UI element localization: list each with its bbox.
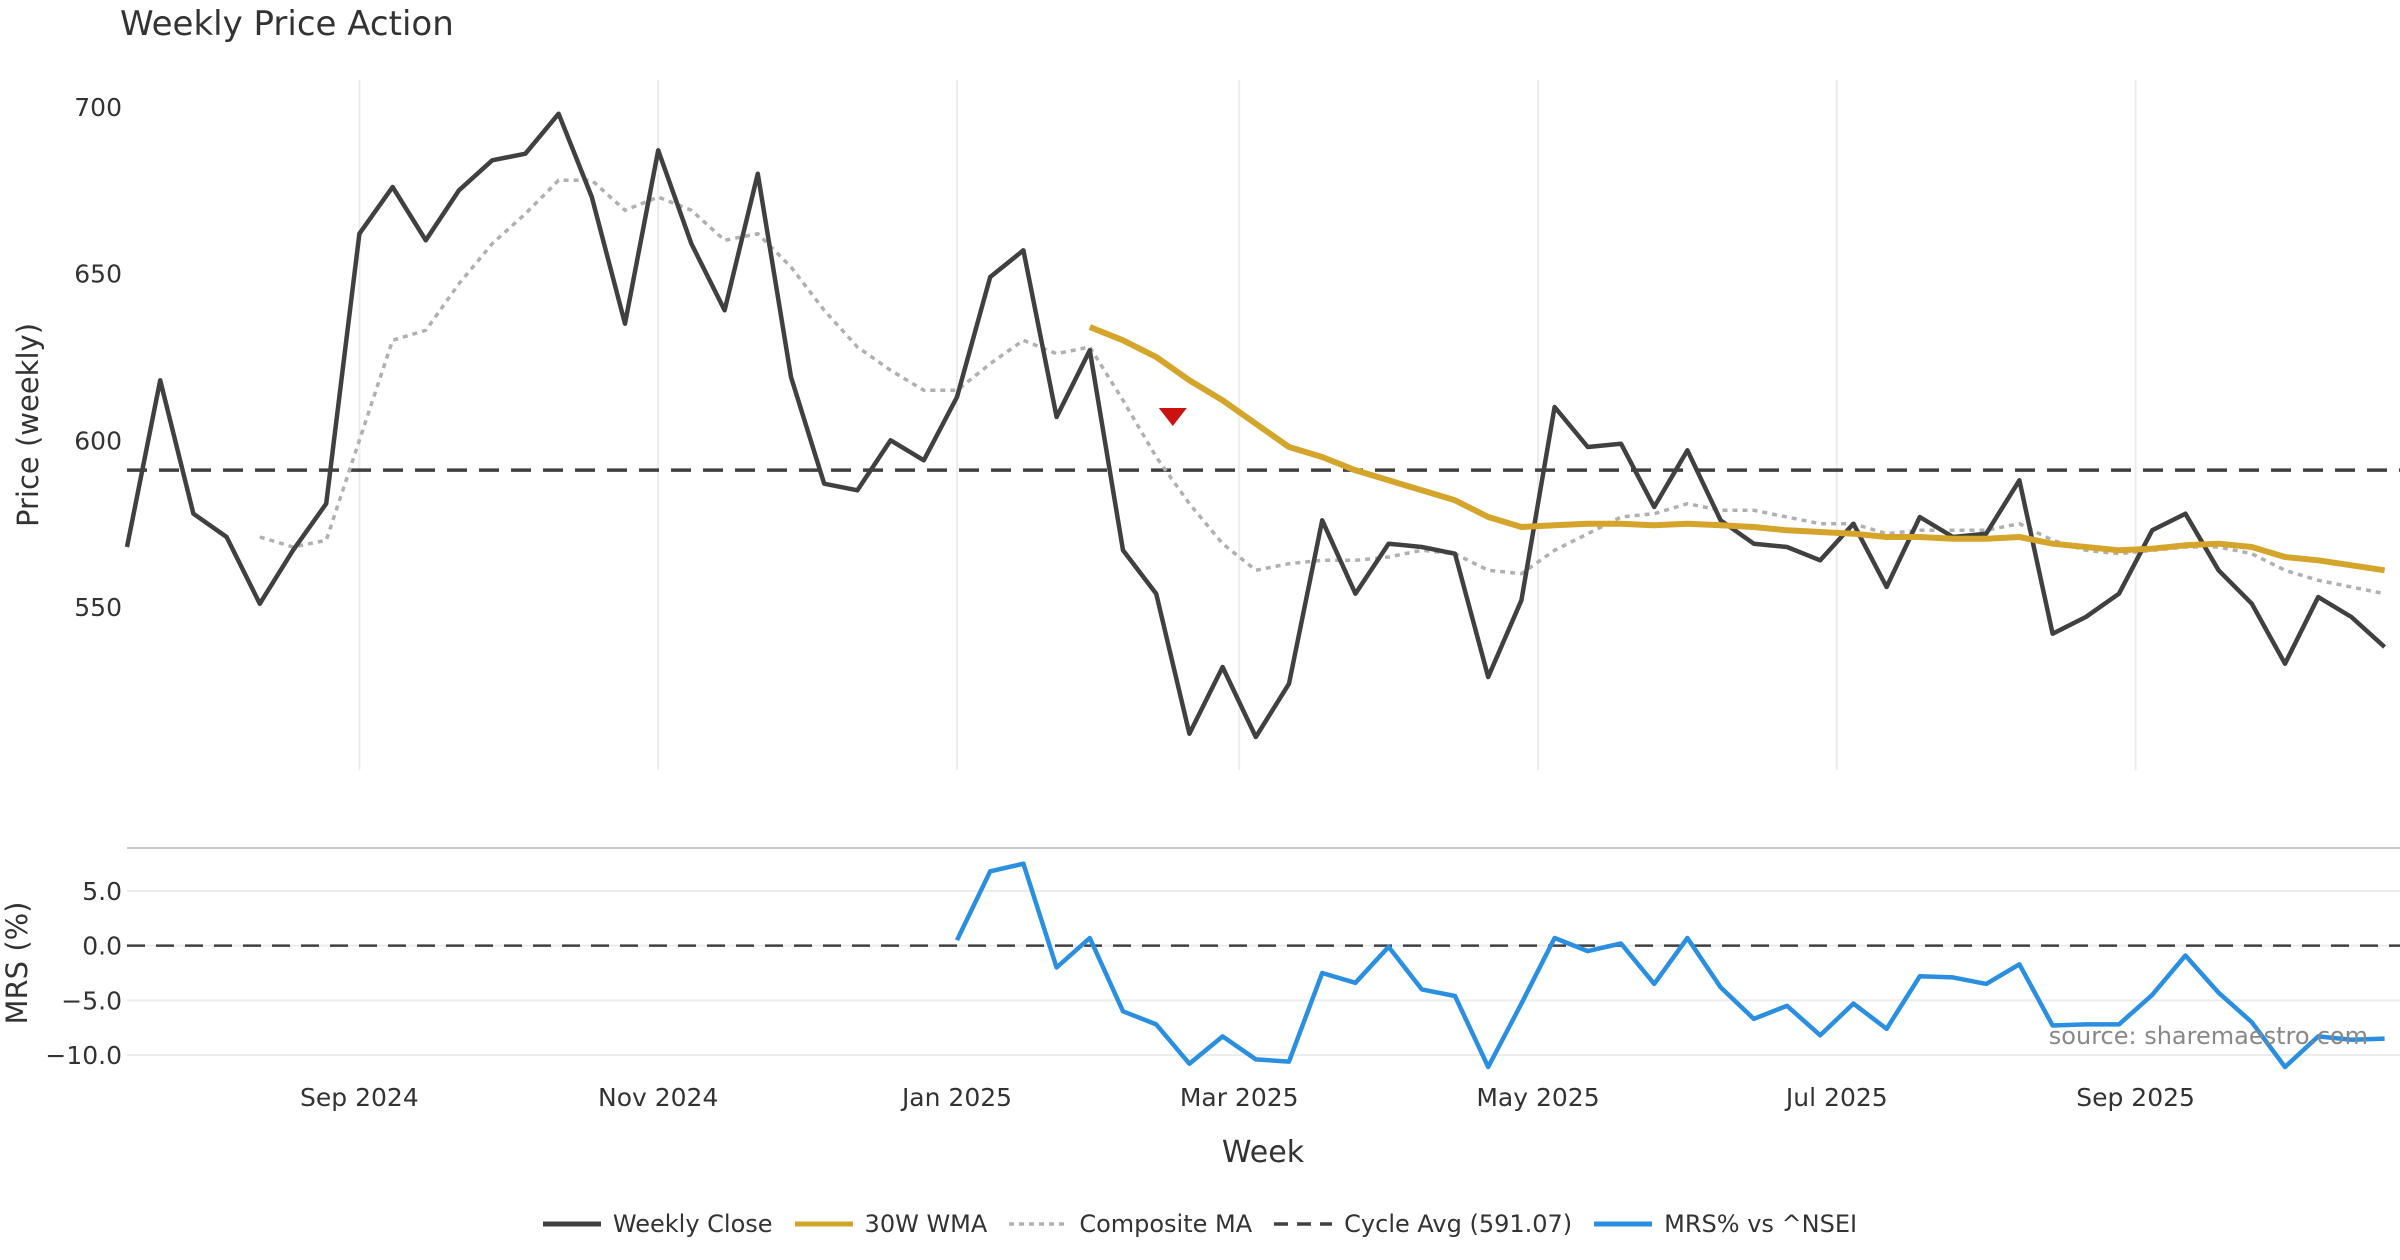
mrs-panel	[127, 861, 2400, 1070]
legend-swatch	[1274, 1222, 1333, 1226]
mrs-line	[954, 861, 2385, 1070]
price-panel	[124, 111, 2400, 740]
source-watermark: source: sharemaestro.com	[2049, 1022, 2368, 1050]
chart-title: Weekly Price Action	[120, 4, 454, 44]
legend-item: Cycle Avg (591.07)	[1274, 1210, 1572, 1238]
x-tick-label: Sep 2024	[300, 1083, 419, 1112]
legend-label: Weekly Close	[612, 1210, 773, 1238]
x-tick-label: Nov 2024	[598, 1083, 718, 1112]
legend: Weekly Close 30W WMA Composite MA Cycle Avg…	[0, 1210, 2400, 1238]
x-tick-label: Sep 2025	[2076, 1083, 2195, 1112]
mrs-y-tick-label: 0.0	[82, 932, 122, 961]
mrs-y-tick-label: 5.0	[82, 877, 122, 906]
legend-item: 30W WMA	[794, 1210, 988, 1238]
mrs-y-tick-label: −10.0	[45, 1041, 122, 1070]
price-y-tick-label: 700	[74, 93, 122, 122]
axes-labels: 550 600 650 700 5.0 0.0 −5.0 −10.0 Sep 2024 Nov 2…	[0, 93, 2368, 1170]
legend-label: 30W WMA	[864, 1210, 988, 1238]
x-tick-label: May 2025	[1476, 1083, 1599, 1112]
legend-swatch	[794, 1221, 853, 1227]
legend-swatch	[1594, 1221, 1653, 1227]
weekly-close-line	[124, 111, 2387, 740]
price-y-axis-title: Price (weekly)	[11, 323, 45, 527]
legend-swatch	[542, 1221, 601, 1227]
legend-item: Composite MA	[1009, 1210, 1252, 1238]
mrs-y-axis-title: MRS (%)	[0, 902, 34, 1025]
sell-signal-marker	[1158, 408, 1187, 426]
price-y-tick-label: 550	[74, 593, 122, 622]
legend-item: MRS% vs ^NSEI	[1594, 1210, 1857, 1238]
x-axis-title: Week	[1222, 1135, 1305, 1170]
legend-label: Cycle Avg (591.07)	[1344, 1210, 1573, 1238]
x-tick-label: Jul 2025	[1784, 1083, 1888, 1112]
legend-label: MRS% vs ^NSEI	[1664, 1210, 1858, 1238]
mrs-y-tick-label: −5.0	[61, 986, 122, 1015]
price-y-tick-label: 600	[74, 426, 122, 455]
grid-lines	[127, 80, 2400, 1056]
composite-ma-line	[259, 178, 2385, 596]
legend-swatch	[1009, 1222, 1068, 1226]
legend-label: Composite MA	[1079, 1210, 1253, 1238]
legend-item: Weekly Close	[542, 1210, 773, 1238]
price-y-tick-label: 650	[74, 260, 122, 289]
x-tick-label: Jan 2025	[900, 1083, 1012, 1112]
wma-30w-line	[1088, 324, 2386, 574]
x-tick-label: Mar 2025	[1180, 1083, 1299, 1112]
